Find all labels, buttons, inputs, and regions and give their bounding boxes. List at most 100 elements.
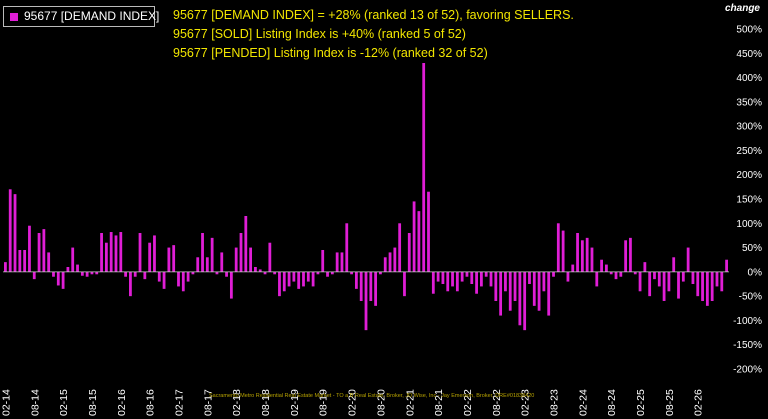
y-tick-label: -50% — [739, 292, 762, 303]
y-axis: -200% -150% -100% -50% 0% 50% 100% 150% 200% 250%… — [733, 25, 762, 376]
bar — [95, 271, 99, 275]
bar — [205, 257, 209, 272]
bar — [311, 271, 315, 287]
bar — [66, 267, 70, 272]
bar — [508, 271, 512, 311]
bar — [475, 271, 478, 294]
x-tick-label: 08-25 — [664, 389, 676, 416]
bar — [648, 271, 652, 297]
bar — [354, 271, 358, 289]
bar — [561, 230, 565, 272]
bar — [710, 271, 714, 301]
bar — [556, 223, 560, 272]
bar — [234, 247, 238, 272]
x-tick-label: 02-24 — [577, 389, 589, 416]
bar — [691, 271, 695, 284]
bar — [571, 264, 575, 272]
source-note: Sacramento Metro Residential Real Estate… — [209, 393, 535, 399]
y-tick-label: 400% — [736, 73, 762, 84]
bar — [672, 257, 676, 272]
bar — [600, 259, 603, 272]
y-tick-label: -200% — [733, 365, 762, 376]
x-tick-label: 08-21 — [433, 389, 445, 416]
bar — [653, 271, 656, 280]
bar — [316, 271, 320, 275]
bar — [181, 271, 185, 292]
bar — [470, 271, 474, 284]
bar — [85, 271, 89, 277]
bar — [484, 271, 488, 277]
bar — [523, 271, 527, 331]
bar — [8, 189, 12, 272]
x-tick-label: 02-18 — [231, 389, 243, 416]
bar — [119, 232, 123, 272]
y-tick-label: 0% — [748, 267, 763, 278]
bar — [633, 271, 637, 275]
bar — [162, 271, 166, 289]
bar — [100, 233, 103, 272]
x-tick-label: 08-14 — [29, 389, 41, 416]
bar — [619, 271, 623, 277]
bar — [282, 271, 286, 292]
bar — [715, 271, 719, 287]
bar — [13, 194, 17, 272]
legend-label: 95677 [DEMAND INDEX] — [24, 9, 160, 23]
y-tick-label: 150% — [736, 195, 762, 206]
bar — [537, 271, 541, 311]
bar — [436, 271, 440, 282]
bar — [393, 247, 397, 272]
bar — [104, 242, 108, 272]
bar — [340, 252, 344, 272]
bar — [278, 271, 281, 297]
bar — [455, 271, 459, 292]
bar — [379, 271, 382, 275]
bar — [148, 242, 152, 272]
annotation-sold-index: 95677 [SOLD] Listing Index is +40% (rank… — [173, 27, 466, 41]
bar — [297, 271, 301, 289]
bar — [326, 271, 329, 277]
bar — [725, 259, 728, 272]
bar — [71, 247, 75, 272]
bar — [417, 211, 421, 272]
bar — [76, 264, 79, 272]
y-tick-label: 300% — [736, 122, 762, 133]
bar — [590, 247, 594, 272]
bar — [201, 233, 204, 272]
x-tick-label: 02-17 — [174, 389, 186, 416]
bar — [446, 271, 450, 292]
bar — [595, 271, 599, 287]
bar — [109, 232, 113, 272]
bar — [172, 245, 176, 272]
x-tick-label: 02-25 — [635, 389, 647, 416]
x-tick-label: 02-22 — [462, 389, 474, 416]
bar — [465, 271, 469, 277]
bar — [335, 252, 339, 272]
bar — [720, 271, 724, 292]
annotation-pended-index: 95677 [PENDED] Listing Index is -12% (ra… — [173, 46, 488, 60]
bar — [268, 242, 272, 272]
bar — [196, 257, 200, 272]
bar — [585, 237, 589, 272]
bar — [167, 247, 171, 272]
bar — [56, 271, 60, 286]
bar — [124, 271, 127, 277]
bar — [143, 271, 147, 280]
bar — [225, 271, 228, 277]
bar — [229, 271, 233, 299]
bar — [28, 225, 31, 272]
bar — [306, 271, 310, 282]
bar — [431, 271, 435, 294]
x-tick-label: 08-23 — [549, 389, 561, 416]
bar — [37, 233, 41, 272]
bar — [157, 271, 161, 282]
x-tick-label: 02-21 — [404, 389, 416, 416]
bar — [4, 262, 7, 272]
bar — [547, 271, 551, 316]
x-tick-label: 08-15 — [87, 389, 99, 416]
bar — [345, 223, 349, 272]
bar — [263, 271, 267, 275]
bar — [504, 271, 507, 292]
bar — [249, 247, 252, 272]
bar — [542, 271, 546, 292]
bar — [566, 271, 570, 282]
